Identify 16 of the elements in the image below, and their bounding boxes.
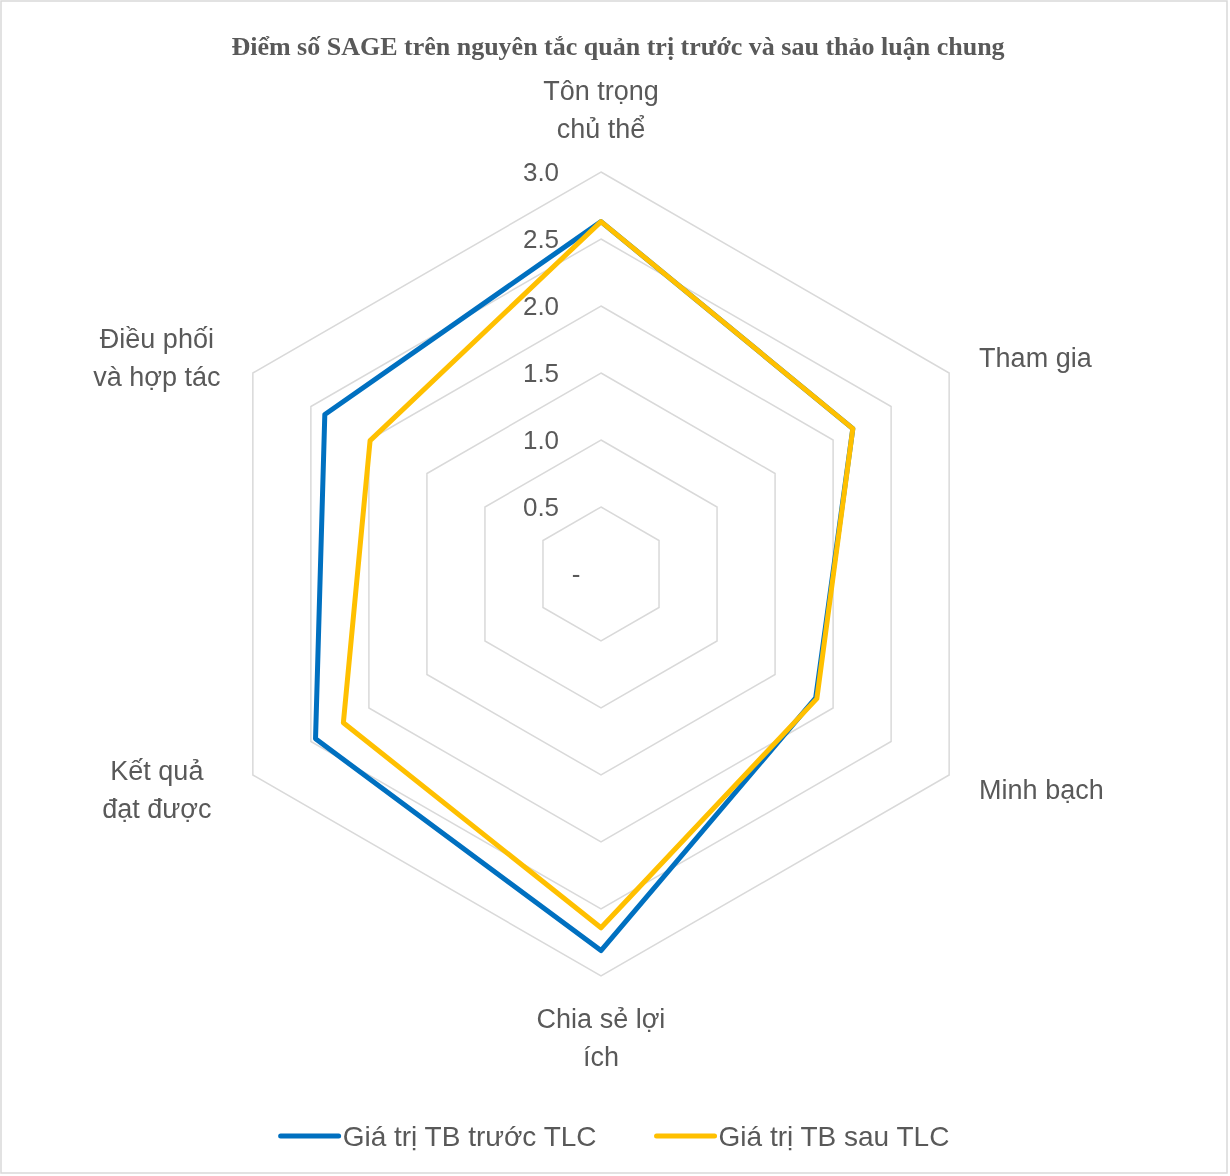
chart-title: Điểm số SAGE trên nguyên tắc quản trị trước và sau thảo luận chung — [231, 32, 1005, 61]
y-tick-label: 1.0 — [522, 425, 560, 455]
spoke-label: Minh bạch — [979, 775, 1104, 805]
y-tick-label: 2.0 — [522, 291, 560, 321]
spoke-label: Tôn trọng chủ thể — [543, 76, 659, 144]
y-tick-label: - — [571, 559, 581, 589]
spoke-label: Kết quả đạt được — [102, 756, 212, 824]
y-tick-label: 3.0 — [522, 157, 560, 187]
spoke-label: Điều phối và hợp tác — [93, 324, 221, 392]
legend-label: Giá trị TB trước TLC — [342, 1121, 597, 1152]
y-tick-label: 1.5 — [522, 358, 560, 388]
y-tick-label: 0.5 — [522, 492, 560, 522]
spoke-label: Tham gia — [979, 343, 1093, 373]
legend-label: Giá trị TB sau TLC — [718, 1121, 950, 1152]
y-tick-label: 2.5 — [522, 224, 560, 254]
spoke-label: Chia sẻ lợi ích — [536, 1004, 666, 1072]
